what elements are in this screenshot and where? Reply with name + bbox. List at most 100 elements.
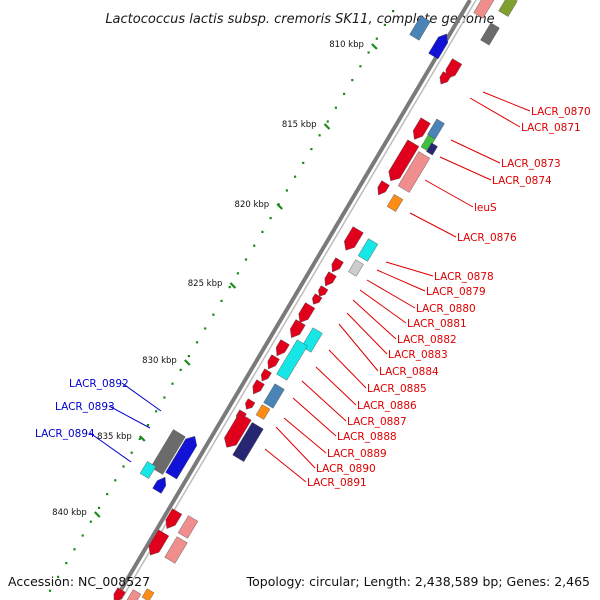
scale-dot — [318, 134, 321, 137]
gene-label: LACR_0881 — [407, 318, 467, 330]
callout-line — [264, 448, 307, 483]
scale-dot — [204, 327, 207, 330]
scale-tick-label: 825 kbp — [188, 279, 223, 289]
callout-line — [352, 299, 397, 340]
scale-dot — [48, 589, 52, 592]
gene-label: LACR_0876 — [457, 232, 517, 244]
gene-feature — [428, 33, 449, 60]
gene-callouts: LACR_0892 LACR_0893 LACR_0894 LACR_0870 LACR… — [35, 91, 591, 489]
gene-label: LACR_0879 — [426, 286, 486, 298]
gene-label: LACR_0892 — [69, 378, 129, 390]
scale-dot — [326, 120, 329, 123]
callout-line — [89, 432, 132, 463]
topology-text: Topology: circular; Length: 2,438,589 bp… — [246, 574, 590, 589]
gene-feature — [331, 257, 344, 273]
scale-dot — [195, 341, 199, 344]
gene-feature — [312, 293, 323, 305]
gene-feature — [388, 139, 420, 182]
gene-label: LACR_0871 — [521, 122, 581, 134]
scale-dot — [285, 189, 288, 192]
gene-feature — [290, 319, 306, 338]
gene-label: LACR_0870 — [531, 106, 591, 118]
gene-feature — [473, 0, 495, 19]
callout-line — [439, 156, 492, 181]
callout-line — [108, 405, 151, 429]
gene-feature — [386, 194, 404, 212]
callout-line — [376, 269, 426, 292]
scale-dot — [383, 23, 386, 26]
scale-dot — [57, 575, 60, 578]
gene-feature — [413, 117, 431, 140]
scale-tick-label: 810 kbp — [329, 40, 364, 50]
scale-tick — [371, 43, 378, 50]
gene-feature — [126, 589, 142, 600]
gene-feature — [397, 151, 431, 193]
gene-feature — [426, 142, 438, 156]
scale-ticks: 810 kbp 815 kbp 820 kbp 825 kbp 830 kbp 835 k… — [52, 40, 378, 518]
scale-tick — [94, 511, 101, 518]
gene-feature — [445, 58, 463, 79]
scale-dot — [310, 148, 313, 151]
scale-dot — [334, 106, 337, 109]
gene-label: LACR_0894 — [35, 428, 95, 440]
callout-line — [292, 397, 337, 437]
callout-line — [359, 289, 407, 324]
scale-dot — [171, 382, 174, 385]
scale-dot — [179, 368, 182, 371]
scale-dot — [89, 520, 92, 523]
scale-dot — [106, 493, 109, 496]
scale-dot — [343, 92, 346, 95]
genome-backbone — [113, 0, 477, 600]
scale-dot — [220, 299, 223, 302]
callout-line — [338, 323, 379, 372]
scale-dot — [351, 79, 354, 82]
gene-label: LACR_0873 — [501, 158, 561, 170]
callout-line — [450, 139, 501, 164]
callout-line — [301, 380, 347, 422]
gene-feature — [267, 354, 280, 370]
gene-feature — [148, 529, 170, 556]
gene-feature — [263, 383, 285, 409]
gene-feature — [164, 536, 188, 564]
callout-line — [121, 382, 162, 412]
gene-label: LACR_0883 — [388, 349, 448, 361]
scale-dot — [73, 548, 76, 551]
scale-tick-label: 815 kbp — [282, 120, 317, 130]
gene-feature — [255, 404, 271, 420]
scale-dot — [375, 37, 378, 40]
gene-label: LACR_0891 — [307, 477, 367, 489]
dotted-guide — [48, 10, 395, 592]
scale-tick-label: 820 kbp — [235, 200, 270, 210]
scale-dot — [269, 217, 272, 220]
gene-label: LACR_0889 — [327, 448, 387, 460]
scale-dot — [359, 65, 362, 68]
scale-dot — [130, 451, 133, 454]
map-title: Lactococcus lactis subsp. cremoris SK11,… — [105, 12, 494, 27]
scale-tick — [323, 123, 331, 130]
gene-label: LACR_0886 — [357, 400, 417, 412]
scale-dot — [65, 562, 68, 565]
scale-dot — [294, 175, 297, 178]
gene-feature — [409, 15, 431, 41]
scale-dot — [114, 479, 117, 482]
callout-line — [469, 97, 521, 128]
scale-dot — [122, 465, 125, 468]
callout-line — [366, 279, 416, 309]
gene-feature — [298, 302, 316, 323]
callout-line — [346, 312, 388, 355]
scale-dot — [81, 534, 84, 537]
scale-tick — [184, 359, 191, 366]
callout-line — [275, 426, 316, 469]
gene-feature — [252, 379, 265, 395]
gene-label: LACR_0878 — [434, 271, 494, 283]
gene-feature — [275, 339, 290, 357]
callout-line — [482, 91, 531, 112]
gene-feature — [165, 436, 198, 480]
gene-feature — [165, 508, 183, 529]
gene-feature — [439, 71, 452, 85]
gene-feature — [357, 238, 379, 262]
gene-label: LACR_0887 — [347, 416, 407, 428]
scale-dot — [253, 244, 256, 247]
scale-dot — [187, 355, 190, 358]
